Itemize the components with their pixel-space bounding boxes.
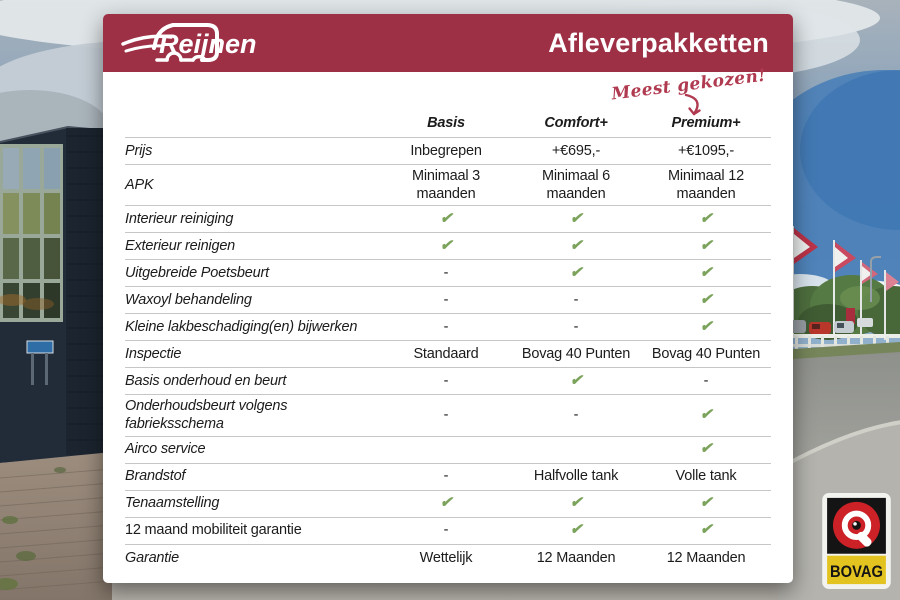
table-cell: -	[443, 292, 449, 309]
table-cell: -	[573, 319, 579, 336]
package-card: Reijnen Afleverpakketten Meest gekozen! …	[103, 14, 793, 583]
row-label: 12 maand mobiliteit garantie	[125, 522, 302, 539]
bovag-badge: BOVAG	[822, 493, 891, 594]
package-table-body: Prijs Inbegrepen +€695,- +€1095,- APK Minimaa…	[125, 138, 771, 572]
table-cell: +€695,-	[551, 142, 601, 159]
check-icon: ✔	[439, 209, 453, 227]
table-cell: -	[703, 373, 709, 390]
table-row: APK Minimaal 3 maanden Minimaal 6 maanden M…	[125, 165, 771, 207]
check-icon: ✔	[699, 317, 713, 335]
package-table-header: Basis Comfort+ Premium+	[125, 110, 771, 138]
table-row: Basis onderhoud en beurt - ✔ -	[125, 368, 771, 396]
check-icon: ✔	[569, 236, 583, 254]
blue-sign	[26, 340, 54, 354]
table-cell: -	[443, 319, 449, 336]
column-header-premium-plus: Premium+	[671, 114, 741, 131]
table-cell: Halfvolle tank	[533, 468, 619, 485]
table-cell: -	[443, 407, 449, 424]
row-label: Waxoyl behandeling	[125, 292, 252, 309]
table-row: Brandstof - Halfvolle tank Volle tank	[125, 464, 771, 491]
reijnen-logo: Reijnen	[121, 18, 273, 69]
row-label: Uitgebreide Poetsbeurt	[125, 265, 269, 282]
lamp-post	[870, 256, 881, 302]
check-icon: ✔	[699, 263, 713, 281]
table-cell: -	[573, 292, 579, 309]
check-icon: ✔	[439, 494, 453, 512]
table-cell: Minimaal 12 maanden	[668, 168, 744, 203]
table-cell: 12 Maanden	[666, 549, 746, 566]
table-cell: 12 Maanden	[536, 549, 616, 566]
table-cell: Standaard	[413, 346, 479, 363]
table-row: Kleine lakbeschadiging(en) bijwerken - - ✔	[125, 314, 771, 342]
check-icon: ✔	[569, 209, 583, 227]
annotation-zone: Meest gekozen!	[103, 66, 793, 116]
check-icon: ✔	[699, 440, 713, 458]
table-row: Interieur reiniging ✔ ✔ ✔	[125, 206, 771, 234]
table-cell: Wettelijk	[419, 549, 473, 566]
row-label: Inspectie	[125, 346, 182, 363]
table-cell: -	[443, 468, 449, 485]
column-header-basis: Basis	[427, 114, 465, 131]
row-label: Airco service	[125, 441, 206, 458]
check-icon: ✔	[699, 290, 713, 308]
table-row: Airco service ✔	[125, 437, 771, 464]
table-row: Uitgebreide Poetsbeurt - ✔ ✔	[125, 260, 771, 288]
table-cell: Volle tank	[675, 468, 737, 485]
check-icon: ✔	[699, 209, 713, 227]
row-label: Exterieur reinigen	[125, 238, 236, 255]
column-header-comfort-plus: Comfort+	[544, 114, 608, 131]
table-row: Inspectie Standaard Bovag 40 Punten Bovag 4…	[125, 341, 771, 369]
check-icon: ✔	[569, 263, 583, 281]
table-cell: -	[573, 407, 579, 424]
check-icon: ✔	[439, 236, 453, 254]
bovag-wheel-icon	[832, 501, 881, 549]
table-cell: Minimaal 3 maanden	[411, 168, 481, 203]
row-label: Brandstof	[125, 468, 186, 485]
table-row: Waxoyl behandeling - - ✔	[125, 287, 771, 315]
row-label: Tenaamstelling	[125, 495, 220, 512]
dealer-flags	[792, 226, 899, 340]
table-cell: Bovag 40 Punten	[651, 346, 761, 363]
check-icon: ✔	[699, 406, 713, 423]
table-row: Tenaamstelling ✔ ✔ ✔	[125, 491, 771, 518]
package-table: Basis Comfort+ Premium+ Prijs Inbegrepen +€6…	[125, 110, 771, 572]
check-icon: ✔	[569, 371, 583, 389]
table-cell: Minimaal 6 maanden	[541, 168, 611, 203]
table-cell: Inbegrepen	[410, 142, 482, 159]
table-cell: -	[443, 265, 449, 282]
brick-pavement	[0, 452, 113, 600]
table-row: Prijs Inbegrepen +€695,- +€1095,-	[125, 138, 771, 165]
brand-name: Reijnen	[159, 29, 257, 59]
bovag-label: BOVAG	[830, 562, 883, 581]
check-icon: ✔	[699, 494, 713, 512]
row-label: Kleine lakbeschadiging(en) bijwerken	[125, 319, 358, 336]
row-label: Interieur reiniging	[125, 211, 234, 228]
page-title: Afleverpakketten	[548, 27, 769, 58]
table-cell: -	[443, 373, 449, 390]
row-label: Garantie	[125, 549, 180, 566]
dealership-building	[0, 125, 113, 463]
card-header: Reijnen Afleverpakketten	[103, 14, 793, 72]
row-label: APK	[125, 177, 154, 194]
car-icon	[121, 22, 219, 62]
table-cell: +€1095,-	[677, 142, 735, 159]
table-row: Exterieur reinigen ✔ ✔ ✔	[125, 233, 771, 261]
table-cell: Bovag 40 Punten	[521, 346, 631, 363]
check-icon: ✔	[699, 521, 713, 539]
row-label: Basis onderhoud en beurt	[125, 373, 287, 390]
check-icon: ✔	[569, 521, 583, 539]
table-row: 12 maand mobiliteit garantie - ✔ ✔	[125, 518, 771, 545]
table-cell: -	[443, 522, 449, 539]
row-label: Onderhoudsbeurt volgens fabrieksschema	[125, 398, 288, 433]
check-icon: ✔	[699, 236, 713, 254]
curved-arrow-down-icon	[684, 93, 701, 116]
table-row: Garantie Wettelijk 12 Maanden 12 Maanden	[125, 545, 771, 572]
table-row: Onderhoudsbeurt volgens fabrieksschema - -…	[125, 395, 771, 437]
check-icon: ✔	[569, 494, 583, 512]
row-label: Prijs	[125, 142, 153, 159]
